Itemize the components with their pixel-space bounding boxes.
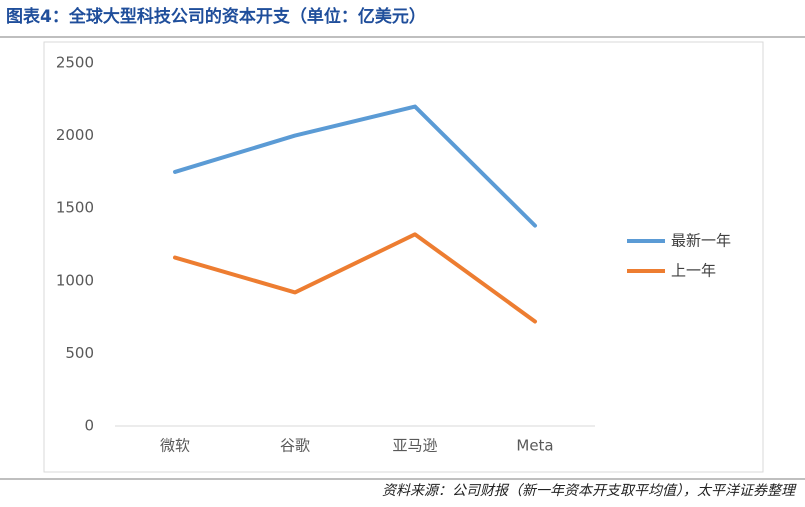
y-tick-label: 1500 bbox=[56, 199, 94, 217]
chart-title: 图表4：全球大型科技公司的资本开支（单位：亿美元） bbox=[6, 6, 426, 27]
x-tick-label: Meta bbox=[516, 437, 553, 455]
y-tick-label: 0 bbox=[84, 417, 94, 435]
legend-label: 最新一年 bbox=[671, 232, 731, 250]
source-note: 资料来源：公司财报（新一年资本开支取平均值），太平洋证券整理 bbox=[382, 483, 797, 499]
y-tick-label: 500 bbox=[65, 344, 94, 362]
y-tick-label: 2000 bbox=[56, 126, 94, 144]
plot-frame bbox=[43, 41, 764, 473]
line-series bbox=[173, 232, 537, 324]
x-tick-label: 微软 bbox=[160, 437, 190, 455]
legend-label: 上一年 bbox=[671, 262, 716, 280]
x-tick-label: 谷歌 bbox=[280, 437, 310, 455]
y-tick-label: 2500 bbox=[56, 54, 94, 72]
x-tick-label: 亚马逊 bbox=[392, 437, 437, 455]
line-series bbox=[173, 104, 537, 228]
y-tick-label: 1000 bbox=[56, 271, 94, 289]
